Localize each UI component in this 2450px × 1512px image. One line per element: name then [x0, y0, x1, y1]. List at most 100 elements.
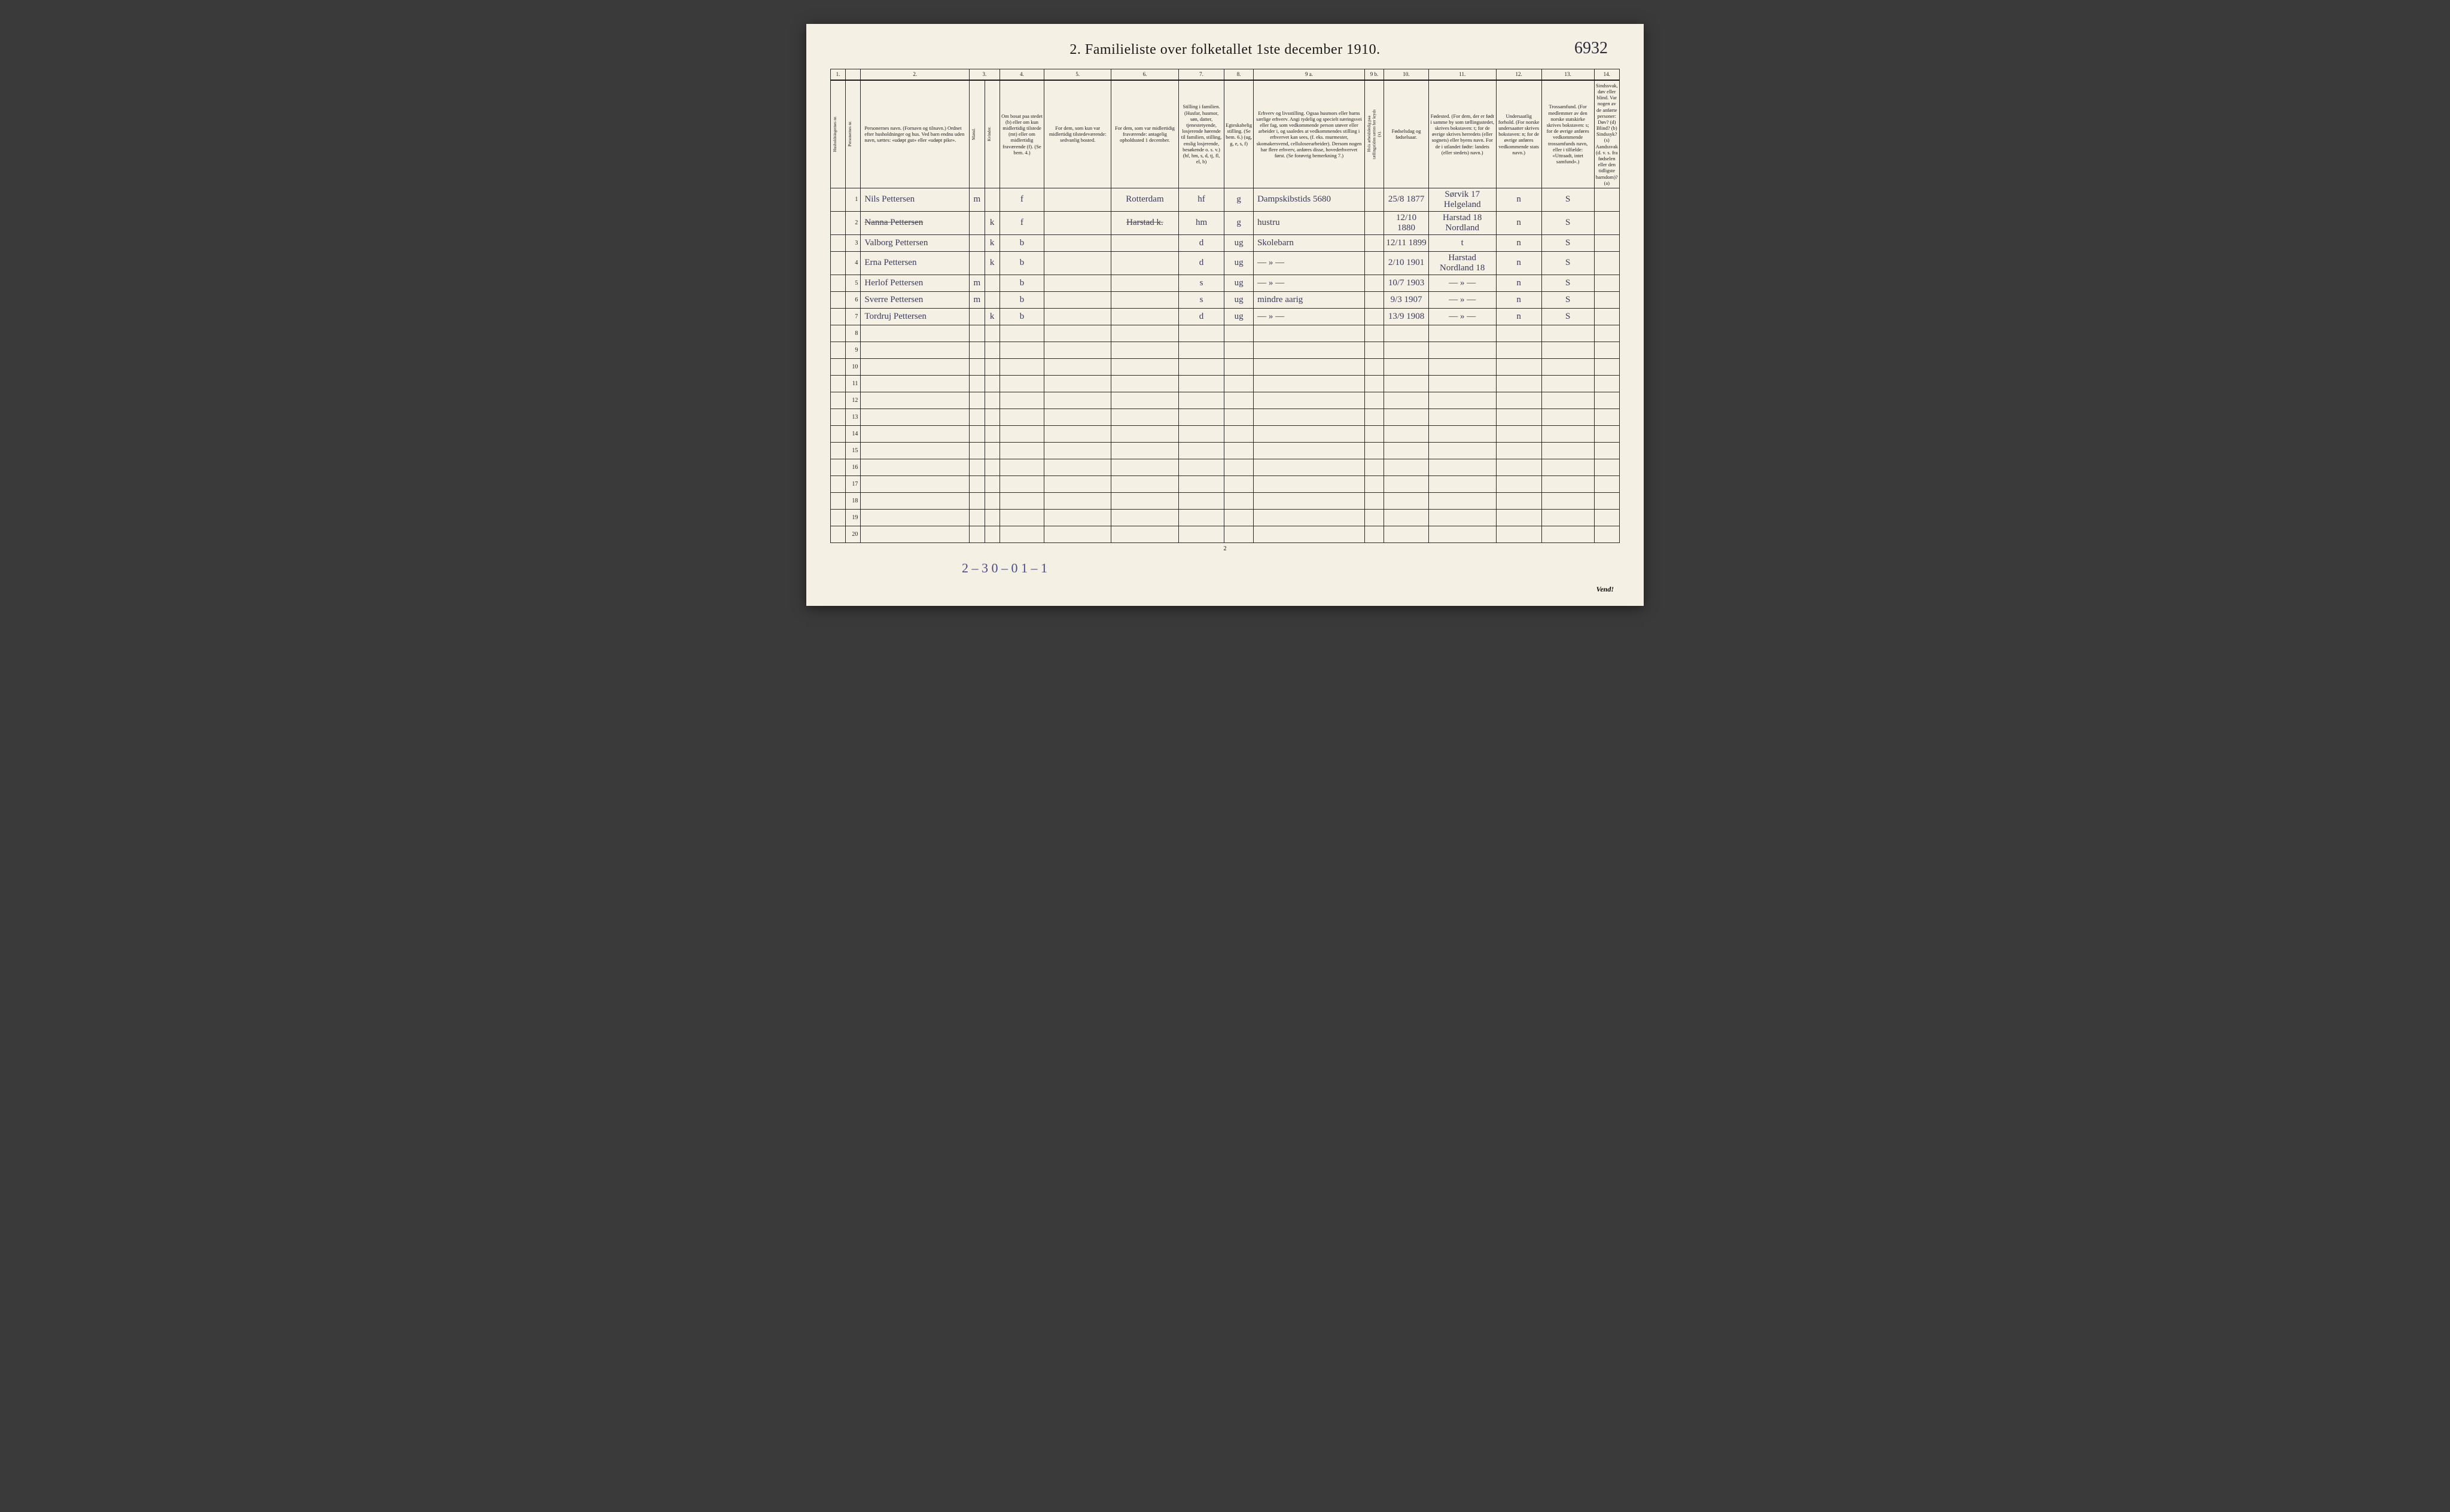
- cell-birthplace: — » —: [1428, 308, 1496, 325]
- cell-person-no: 17: [846, 475, 861, 492]
- header-usual-residence: For dem, som kun var midlertidig tilsted…: [1044, 80, 1111, 188]
- cell-usual-residence: [1044, 211, 1111, 234]
- cell-location-dec1: [1111, 308, 1179, 325]
- cell-disability: [1594, 275, 1619, 291]
- cell-sex-k: k: [985, 234, 999, 251]
- header-sex-k: Kvinder.: [986, 107, 992, 161]
- colnum-10: 10.: [1384, 69, 1429, 80]
- cell-name: Nanna Pettersen: [861, 211, 970, 234]
- cell-name: Nils Pettersen: [861, 188, 970, 211]
- cell-marital: g: [1224, 211, 1254, 234]
- colnum-9b: 9 b.: [1364, 69, 1384, 80]
- cell-household-no: [831, 275, 846, 291]
- colnum-1b: [846, 69, 861, 80]
- header-row: Husholdningernes nr. Personernes nr. Per…: [831, 80, 1620, 188]
- header-location-dec1: For dem, som var midlertidig fraværende:…: [1111, 80, 1179, 188]
- cell-household-no: [831, 375, 846, 392]
- cell-sex-m: [970, 308, 985, 325]
- cell-person-no: 4: [846, 251, 861, 275]
- cell-occupation: hustru: [1254, 211, 1365, 234]
- table-row-empty: 10: [831, 358, 1620, 375]
- form-title: 2. Familieliste over folketallet 1ste de…: [830, 42, 1620, 58]
- cell-person-no: 6: [846, 291, 861, 308]
- header-person-no: Personernes nr.: [847, 107, 853, 161]
- header-sex-m: Mænd.: [971, 107, 977, 161]
- cell-unemployed: [1364, 234, 1384, 251]
- cell-birthdate: 9/3 1907: [1384, 291, 1429, 308]
- cell-sex-m: [970, 251, 985, 275]
- cell-family-position: d: [1178, 251, 1224, 275]
- cell-sex-k: k: [985, 251, 999, 275]
- cell-nationality: n: [1496, 308, 1541, 325]
- cell-household-no: [831, 392, 846, 409]
- cell-family-position: hf: [1178, 188, 1224, 211]
- colnum-4: 4.: [999, 69, 1044, 80]
- cell-occupation: Skolebarn: [1254, 234, 1365, 251]
- cell-birthplace: Harstad 18 Nordland: [1428, 211, 1496, 234]
- cell-religion: S: [1541, 291, 1594, 308]
- cell-disability: [1594, 211, 1619, 234]
- cell-household-no: [831, 442, 846, 459]
- table-row-empty: 15: [831, 442, 1620, 459]
- cell-person-no: 13: [846, 409, 861, 425]
- cell-usual-residence: [1044, 291, 1111, 308]
- table-body: 1Nils PettersenmfRotterdamhfgDampskibsti…: [831, 188, 1620, 542]
- colnum-5: 5.: [1044, 69, 1111, 80]
- cell-occupation: — » —: [1254, 251, 1365, 275]
- colnum-14: 14.: [1594, 69, 1619, 80]
- cell-marital: ug: [1224, 251, 1254, 275]
- vend-label: Vend!: [1596, 585, 1614, 594]
- cell-location-dec1: Rotterdam: [1111, 188, 1179, 211]
- table-row-empty: 11: [831, 375, 1620, 392]
- cell-birthplace: — » —: [1428, 275, 1496, 291]
- cell-name: Erna Pettersen: [861, 251, 970, 275]
- cell-religion: S: [1541, 275, 1594, 291]
- census-table: 1. 2. 3. 4. 5. 6. 7. 8. 9 a. 9 b. 10. 11…: [830, 69, 1620, 543]
- cell-unemployed: [1364, 211, 1384, 234]
- header-unemployed: Hvis arbeidsledig paa tællingstiden sætt…: [1366, 107, 1382, 161]
- cell-unemployed: [1364, 188, 1384, 211]
- header-family-position: Stilling i familien. (Husfar, husmor, sø…: [1178, 80, 1224, 188]
- cell-sex-m: [970, 234, 985, 251]
- cell-name: Herlof Pettersen: [861, 275, 970, 291]
- cell-religion: S: [1541, 211, 1594, 234]
- cell-person-no: 18: [846, 492, 861, 509]
- cell-name: Valborg Pettersen: [861, 234, 970, 251]
- cell-nationality: n: [1496, 188, 1541, 211]
- cell-unemployed: [1364, 291, 1384, 308]
- cell-sex-k: [985, 188, 999, 211]
- cell-sex-k: [985, 291, 999, 308]
- table-row: 1Nils PettersenmfRotterdamhfgDampskibsti…: [831, 188, 1620, 211]
- cell-birthplace: Sørvik 17 Helgeland: [1428, 188, 1496, 211]
- cell-name: Tordruj Pettersen: [861, 308, 970, 325]
- cell-unemployed: [1364, 275, 1384, 291]
- cell-household-no: [831, 211, 846, 234]
- table-row: 3Valborg PettersenkbdugSkolebarn12/11 18…: [831, 234, 1620, 251]
- table-row-empty: 14: [831, 425, 1620, 442]
- cell-sex-m: m: [970, 291, 985, 308]
- cell-birthplace: — » —: [1428, 291, 1496, 308]
- cell-household-no: [831, 358, 846, 375]
- table-row-empty: 20: [831, 526, 1620, 542]
- cell-nationality: n: [1496, 251, 1541, 275]
- cell-marital: ug: [1224, 234, 1254, 251]
- cell-resident: b: [999, 234, 1044, 251]
- cell-marital: ug: [1224, 275, 1254, 291]
- cell-person-no: 19: [846, 509, 861, 526]
- cell-resident: f: [999, 211, 1044, 234]
- cell-nationality: n: [1496, 291, 1541, 308]
- table-row-empty: 13: [831, 409, 1620, 425]
- colnum-7: 7.: [1178, 69, 1224, 80]
- header-marital: Egteskabelig stilling. (Se bem. 6.) (ug,…: [1224, 80, 1254, 188]
- colnum-3: 3.: [970, 69, 999, 80]
- cell-person-no: 14: [846, 425, 861, 442]
- cell-person-no: 5: [846, 275, 861, 291]
- cell-household-no: [831, 409, 846, 425]
- header-resident: Om bosat paa stedet (b) eller om kun mid…: [999, 80, 1044, 188]
- colnum-2: 2.: [861, 69, 970, 80]
- cell-birthdate: 13/9 1908: [1384, 308, 1429, 325]
- table-row: 7Tordruj Pettersenkbdug— » —13/9 1908— »…: [831, 308, 1620, 325]
- cell-household-no: [831, 475, 846, 492]
- cell-nationality: n: [1496, 234, 1541, 251]
- cell-person-no: 10: [846, 358, 861, 375]
